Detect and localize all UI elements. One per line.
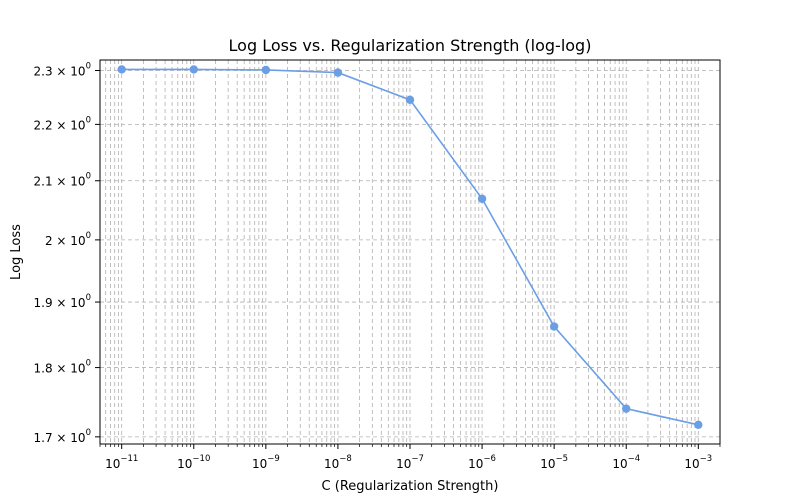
y-tick-label: 2.1 × 100: [34, 172, 91, 189]
x-tick-label: 10−3: [684, 454, 712, 471]
series-layer: [117, 65, 703, 429]
data-point: [477, 194, 487, 203]
x-tick-label: 10−7: [396, 454, 424, 471]
data-point: [189, 65, 198, 74]
y-tick-label: 1.7 × 100: [34, 428, 91, 445]
data-point: [117, 65, 126, 74]
x-tick-label: 10−10: [177, 454, 210, 471]
data-point: [622, 404, 631, 413]
y-tick-label: 2.2 × 100: [34, 115, 91, 132]
x-tick-label: 10−4: [612, 454, 640, 471]
x-tick-label: 10−5: [540, 454, 568, 471]
grid: [99, 60, 721, 444]
y-tick-label: 2.3 × 100: [34, 61, 91, 78]
data-point: [694, 420, 703, 429]
x-axis-label: C (Regularization Strength): [322, 479, 499, 494]
y-tick-label: 2 × 100: [45, 231, 91, 248]
y-tick-label: 1.9 × 100: [34, 293, 91, 310]
x-tick-label: 10−11: [105, 454, 138, 471]
x-tick-label: 10−9: [252, 454, 280, 471]
data-point: [333, 68, 343, 77]
data-point: [405, 95, 415, 105]
data-point: [549, 322, 559, 331]
ticks: 10−11 10−10 10−9 10−8 10−7 10−6 10−5 10−4 10−3 1.…: [34, 61, 721, 471]
y-tick-label: 1.8 × 100: [34, 359, 91, 376]
y-axis-label: Log Loss: [9, 224, 24, 280]
data-point: [261, 65, 271, 75]
chart-title: Log Loss vs. Regularization Strength (lo…: [229, 36, 592, 55]
x-tick-label: 10−8: [324, 454, 352, 471]
x-tick-label: 10−6: [468, 454, 496, 471]
